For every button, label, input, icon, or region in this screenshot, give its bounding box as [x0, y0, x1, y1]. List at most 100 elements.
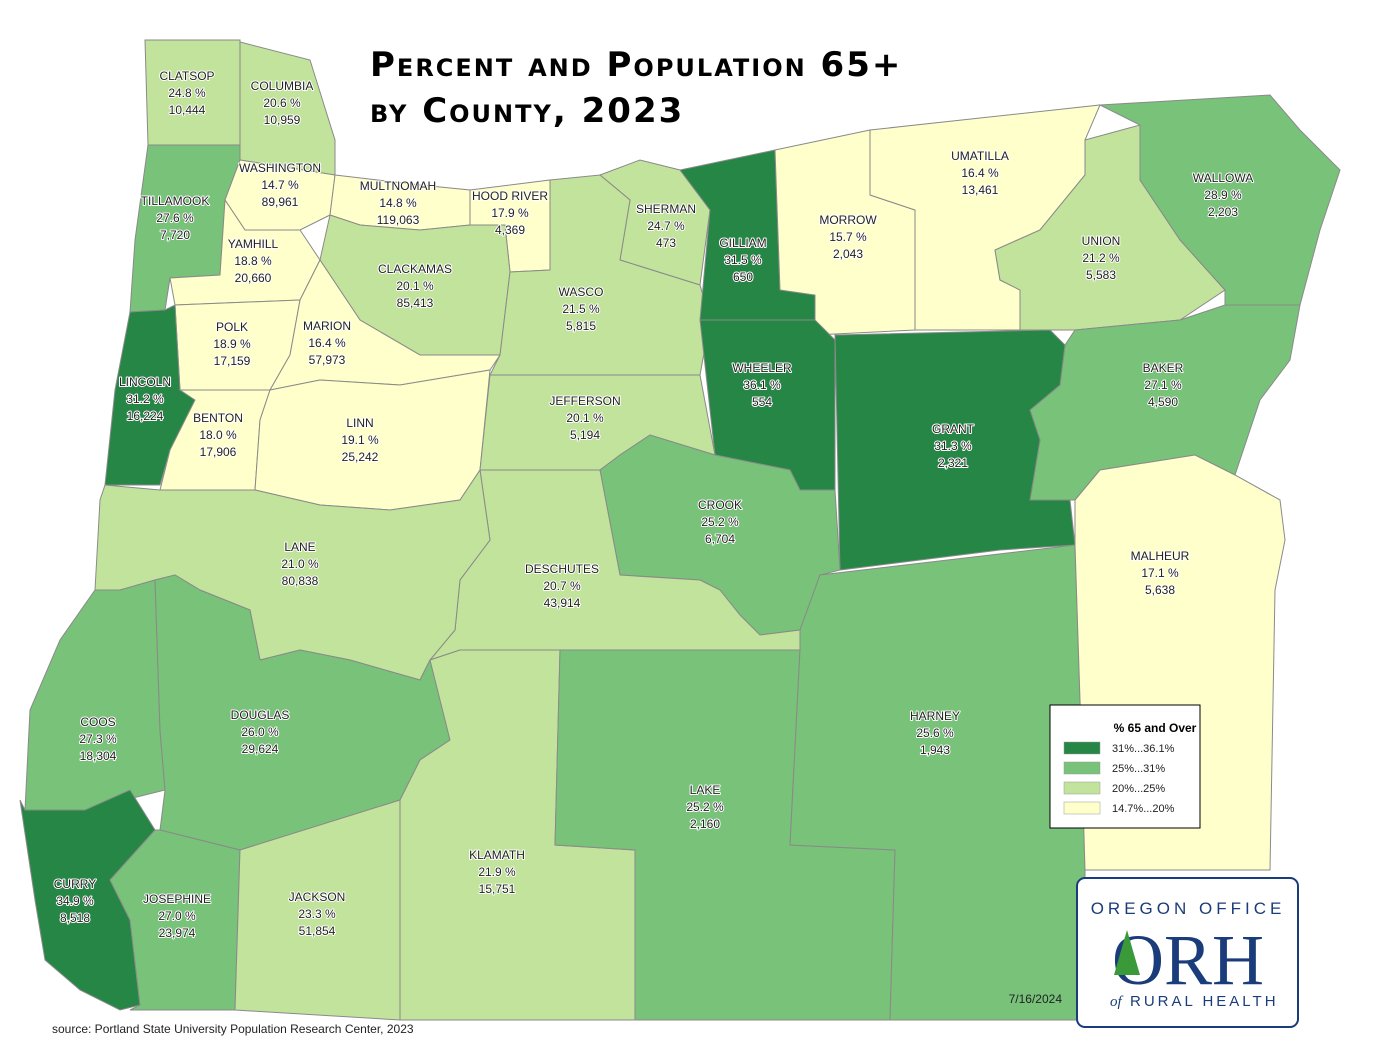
county-population: 6,704: [705, 532, 735, 546]
county-name: SHERMAN: [636, 202, 696, 216]
county-percent: 16.4 %: [308, 336, 346, 350]
county-name: LINCOLN: [119, 375, 171, 389]
legend-swatch: [1063, 781, 1101, 795]
county-percent: 36.1 %: [743, 378, 781, 392]
county-population: 85,413: [397, 296, 434, 310]
county-percent: 16.4 %: [961, 166, 999, 180]
county-percent: 18.0 %: [199, 428, 237, 442]
county-percent: 23.3 %: [298, 907, 336, 921]
county: [24, 579, 166, 811]
county-name: COOS: [80, 715, 115, 729]
county-name: JACKSON: [289, 890, 346, 904]
county-population: 1,943: [920, 743, 950, 757]
county-population: 554: [752, 395, 772, 409]
legend-label: 14.7%...20%: [1112, 803, 1175, 815]
county-name: UNION: [1082, 234, 1121, 248]
counties: [19, 39, 1341, 1021]
county-population: 13,461: [962, 183, 999, 197]
county-population: 119,063: [377, 213, 420, 227]
county-percent: 21.5 %: [562, 302, 600, 316]
county-name: LANE: [284, 540, 315, 554]
county-name: HOOD RIVER: [472, 189, 548, 203]
county-percent: 20.6 %: [263, 96, 301, 110]
county-population: 16,224: [127, 409, 164, 423]
county-population: 2,321: [938, 456, 968, 470]
county-name: JEFFERSON: [549, 394, 620, 408]
county-name: CROOK: [698, 498, 742, 512]
county-population: 51,854: [299, 924, 336, 938]
legend-swatch: [1063, 761, 1101, 775]
county-population: 5,815: [566, 319, 596, 333]
logo-top: OREGON OFFICE: [1091, 899, 1286, 918]
county-percent: 19.1 %: [341, 433, 379, 447]
county-name: WASHINGTON: [239, 161, 321, 175]
legend-label: 31%...36.1%: [1112, 743, 1175, 755]
county-percent: 25.6 %: [916, 726, 954, 740]
county-population: 650: [733, 270, 753, 284]
county-name: LINN: [346, 416, 373, 430]
county-percent: 24.7 %: [647, 219, 685, 233]
county-percent: 27.6 %: [156, 211, 194, 225]
county-percent: 20.7 %: [543, 579, 581, 593]
county-percent: 20.1 %: [566, 411, 604, 425]
county-percent: 18.8 %: [234, 254, 272, 268]
county-population: 2,043: [833, 247, 863, 261]
county-name: DOUGLAS: [231, 708, 290, 722]
source: source: Portland State University Popula…: [52, 1022, 414, 1036]
county-name: JOSEPHINE: [143, 892, 211, 906]
county-percent: 17.1 %: [1141, 566, 1179, 580]
title-line: Percent and Population 65+: [370, 45, 902, 85]
county-name: YAMHILL: [228, 237, 279, 251]
county-population: 5,638: [1145, 583, 1175, 597]
county-name: CURRY: [54, 877, 96, 891]
county-population: 80,838: [282, 574, 319, 588]
county-name: WALLOWA: [1193, 171, 1253, 185]
county-percent: 14.7 %: [261, 178, 299, 192]
legend: % 65 and Over 31%...36.1% 25%...31% 20%...…: [1049, 704, 1201, 829]
county-percent: 18.9 %: [213, 337, 251, 351]
county-population: 5,194: [570, 428, 600, 442]
county-percent: 28.9 %: [1204, 188, 1242, 202]
county-name: UMATILLA: [951, 149, 1009, 163]
county-name: BENTON: [193, 411, 243, 425]
county-population: 20,660: [235, 271, 272, 285]
county-name: WASCO: [559, 285, 604, 299]
county-name: DESCHUTES: [525, 562, 599, 576]
county-population: 25,242: [342, 450, 379, 464]
county-population: 2,160: [690, 817, 720, 831]
county-percent: 14.8 %: [379, 196, 417, 210]
legend-items: 31%...36.1% 25%...31% 20%...25% 14.7%...20%: [1063, 741, 1175, 815]
logo-bottom: RURAL HEALTH: [1130, 993, 1279, 1010]
county: [109, 829, 241, 1011]
date: 7/16/2024: [1009, 992, 1063, 1006]
county-percent: 25.2 %: [686, 800, 724, 814]
county-name: POLK: [216, 320, 248, 334]
county-percent: 31.2 %: [126, 392, 164, 406]
county-percent: 24.8 %: [168, 86, 206, 100]
county-name: GILLIAM: [719, 236, 766, 250]
county-percent: 27.1 %: [1144, 378, 1182, 392]
county-population: 89,961: [262, 195, 299, 209]
county-name: MORROW: [819, 213, 877, 227]
county-population: 43,914: [544, 596, 581, 610]
county-percent: 31.3 %: [934, 439, 972, 453]
county-population: 23,974: [159, 926, 196, 940]
county-population: 29,624: [242, 742, 279, 756]
county-population: 10,959: [264, 113, 301, 127]
title-line: by County, 2023: [370, 91, 684, 131]
county-population: 4,590: [1148, 395, 1178, 409]
county-percent: 15.7 %: [829, 230, 867, 244]
county-population: 473: [656, 236, 676, 250]
logo: OREGON OFFICE ORH of RURAL HEALTH: [1076, 877, 1299, 1028]
legend-title: % 65 and Over: [1114, 721, 1197, 735]
county-name: WHEELER: [732, 361, 792, 375]
logo-tree: [1114, 930, 1140, 975]
county-population: 5,583: [1086, 268, 1116, 282]
county-name: COLUMBIA: [251, 79, 314, 93]
logo-mark: ORH: [1112, 920, 1264, 1000]
county-population: 2,203: [1208, 205, 1238, 219]
county-population: 4,369: [495, 223, 525, 237]
county-name: HARNEY: [910, 709, 960, 723]
county: [399, 649, 636, 1021]
